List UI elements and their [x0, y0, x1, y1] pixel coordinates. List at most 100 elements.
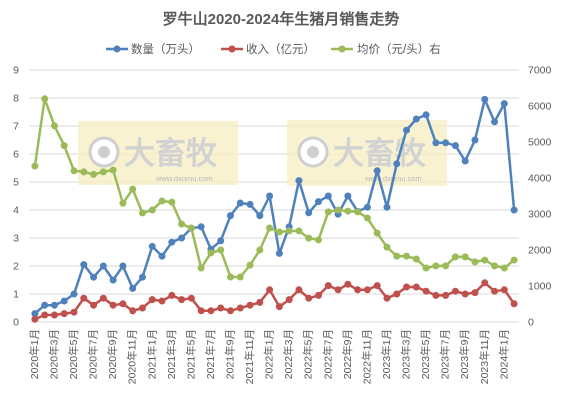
- data-point-quantity: [422, 111, 430, 119]
- x-tick-label: 2023年1月: [380, 329, 393, 379]
- data-point-avg-price: [412, 255, 420, 263]
- left-tick-label: 4: [13, 205, 19, 217]
- data-point-quantity: [41, 301, 49, 309]
- data-point-avg-price: [70, 167, 78, 175]
- legend-label-avg-price: 均价（元/头）右: [357, 42, 441, 56]
- legend-item-avg-price: 均价（元/头）右: [331, 42, 441, 56]
- data-point-quantity: [158, 252, 166, 260]
- data-point-revenue: [500, 286, 508, 294]
- data-point-quantity: [373, 167, 381, 175]
- data-point-quantity: [344, 192, 352, 200]
- data-point-revenue: [295, 286, 303, 294]
- data-point-avg-price: [187, 224, 195, 232]
- watermark-url: www.dxumu.com: [155, 174, 213, 183]
- data-point-avg-price: [442, 262, 450, 270]
- data-point-revenue: [510, 300, 518, 308]
- data-point-avg-price: [168, 198, 176, 206]
- data-point-revenue: [256, 298, 264, 306]
- right-tick-label: 3000: [528, 209, 552, 221]
- data-point-quantity: [510, 206, 518, 214]
- x-tick-label: 2022年3月: [282, 329, 295, 379]
- data-point-avg-price: [354, 208, 362, 216]
- data-point-avg-price: [109, 166, 117, 174]
- data-point-quantity: [178, 234, 186, 242]
- x-tick-label: 2023年7月: [439, 329, 452, 379]
- legend-label-revenue: 收入（亿元）: [246, 42, 315, 56]
- data-point-revenue: [41, 311, 49, 319]
- data-point-revenue: [412, 283, 420, 291]
- left-tick-label: 7: [13, 121, 19, 133]
- data-point-quantity: [471, 136, 479, 144]
- x-tick-label: 2023年11月: [478, 329, 491, 384]
- x-tick-label: 2020年5月: [67, 329, 80, 379]
- data-point-avg-price: [90, 170, 98, 178]
- data-point-quantity: [481, 95, 489, 103]
- data-point-revenue: [461, 290, 469, 298]
- data-point-quantity: [148, 242, 156, 250]
- data-point-quantity: [266, 192, 274, 200]
- data-point-revenue: [451, 287, 459, 295]
- data-point-revenue: [324, 282, 332, 290]
- data-point-revenue: [90, 301, 98, 309]
- gridlines: [30, 69, 519, 323]
- watermark-logo-core: [307, 146, 319, 158]
- data-point-avg-price: [373, 229, 381, 237]
- x-tick-label: 2021年3月: [165, 329, 178, 379]
- data-point-quantity: [363, 203, 371, 211]
- data-point-revenue: [344, 280, 352, 288]
- data-point-quantity: [226, 212, 234, 220]
- plot-area: [31, 95, 518, 323]
- x-tick-label: 2022年5月: [302, 329, 315, 379]
- data-point-quantity: [451, 142, 459, 150]
- left-tick-label: 0: [13, 317, 19, 329]
- data-point-avg-price: [295, 227, 303, 235]
- right-axis: 0 1000 2000 3000 4000 5000 6000 7000: [528, 65, 552, 329]
- data-point-quantity: [275, 249, 283, 257]
- data-point-revenue: [217, 304, 225, 312]
- data-point-avg-price: [422, 264, 430, 272]
- data-point-revenue: [442, 291, 450, 299]
- data-point-quantity: [246, 200, 254, 208]
- data-point-revenue: [50, 311, 58, 319]
- data-point-avg-price: [158, 197, 166, 205]
- x-tick-label: 2022年7月: [321, 329, 334, 379]
- data-point-avg-price: [178, 220, 186, 228]
- x-tick-label: 2020年11月: [126, 329, 139, 384]
- data-point-avg-price: [275, 228, 283, 236]
- right-tick-label: 2000: [528, 245, 552, 257]
- x-tick-label: 2022年11月: [360, 329, 373, 384]
- data-point-avg-price: [305, 234, 313, 242]
- data-point-avg-price: [148, 206, 156, 214]
- x-tick-label: 2021年1月: [145, 329, 158, 379]
- series-avg-price: [31, 95, 518, 281]
- x-axis: 2020年1月 2020年3月 2020年5月 2020年7月 2020年9月 2020年…: [28, 329, 510, 384]
- data-point-avg-price: [99, 168, 107, 176]
- data-point-quantity: [129, 284, 137, 292]
- left-tick-label: 6: [13, 149, 19, 161]
- data-point-revenue: [148, 296, 156, 304]
- x-tick-label: 2020年1月: [28, 329, 41, 379]
- left-tick-label: 8: [13, 93, 19, 105]
- data-point-quantity: [432, 139, 440, 147]
- legend-marker-revenue: [228, 45, 236, 53]
- data-point-avg-price: [451, 253, 459, 261]
- legend-marker-quantity: [113, 45, 121, 53]
- watermark-logo-core: [98, 146, 110, 158]
- data-point-avg-price: [217, 246, 225, 254]
- data-point-avg-price: [226, 273, 234, 281]
- data-point-quantity: [393, 160, 401, 168]
- data-point-revenue: [393, 290, 401, 298]
- data-point-avg-price: [285, 227, 293, 235]
- right-tick-label: 7000: [528, 65, 552, 77]
- data-point-avg-price: [236, 273, 244, 281]
- data-point-avg-price: [344, 207, 352, 215]
- data-point-avg-price: [31, 162, 39, 170]
- data-point-revenue: [334, 286, 342, 294]
- data-point-quantity: [412, 115, 420, 123]
- data-point-quantity: [90, 273, 98, 281]
- x-tick-label: 2022年1月: [263, 329, 276, 379]
- data-point-revenue: [363, 286, 371, 294]
- left-tick-label: 1: [13, 289, 19, 301]
- right-tick-label: 4000: [528, 173, 552, 185]
- data-point-revenue: [138, 304, 146, 312]
